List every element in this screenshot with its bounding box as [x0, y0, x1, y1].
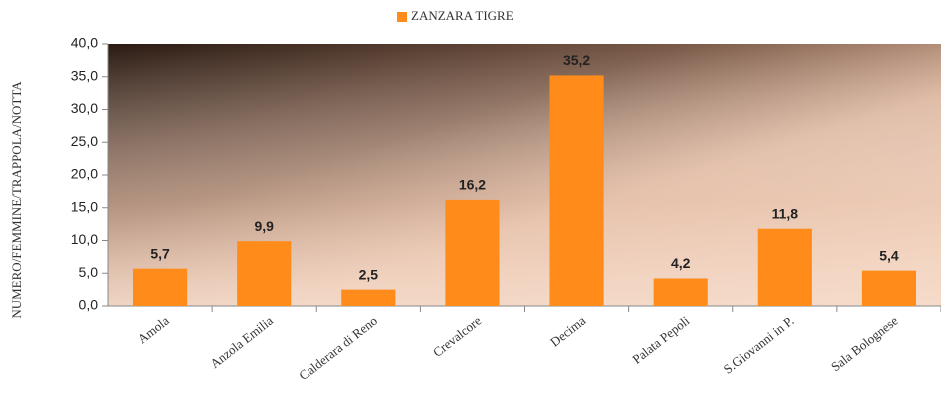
value-label: 9,9 — [254, 218, 274, 234]
x-tick-label: Crevalcore — [430, 313, 484, 360]
value-label: 35,2 — [563, 52, 590, 68]
y-axis-label: NUMERO/FEMMINE/TRAPPOLA/NOTTA — [9, 81, 24, 319]
bar — [341, 289, 396, 306]
y-tick-label: 5,0 — [79, 264, 99, 280]
y-tick-label: 40,0 — [71, 35, 98, 51]
y-tick-label: 10,0 — [71, 231, 98, 247]
value-label: 4,2 — [671, 255, 691, 271]
bar — [445, 199, 500, 306]
x-tick-label: S.Giovanni in P. — [721, 313, 797, 377]
x-tick-label: Calderara di Reno — [296, 313, 380, 383]
x-tick-label: Sala Bolognese — [828, 313, 901, 375]
y-tick-label: 30,0 — [71, 100, 98, 116]
y-tick-label: 15,0 — [71, 198, 98, 214]
legend-label: ZANZARA TIGRE — [411, 8, 514, 23]
value-label: 16,2 — [459, 177, 486, 193]
y-tick-label: 25,0 — [71, 133, 98, 149]
y-tick-label: 20,0 — [71, 166, 98, 182]
bar — [132, 268, 188, 306]
value-label: 5,4 — [879, 247, 899, 263]
bar — [653, 278, 708, 306]
x-tick-label: Decima — [547, 313, 588, 350]
bar — [757, 228, 812, 306]
bar — [549, 75, 604, 306]
bar — [861, 270, 917, 306]
value-label: 11,8 — [772, 205, 799, 221]
legend-swatch — [397, 12, 407, 22]
x-tick-label: Palata Pepoli — [629, 313, 692, 367]
y-tick-label: 0,0 — [79, 297, 99, 313]
x-tick-label: Amola — [135, 313, 172, 347]
bar — [237, 241, 292, 306]
x-tick-label: Anzola Emilia — [207, 313, 276, 371]
plot-background-overlay — [108, 44, 941, 306]
y-tick-label: 35,0 — [71, 67, 98, 83]
value-label: 5,7 — [150, 245, 170, 261]
value-label: 2,5 — [359, 266, 379, 282]
